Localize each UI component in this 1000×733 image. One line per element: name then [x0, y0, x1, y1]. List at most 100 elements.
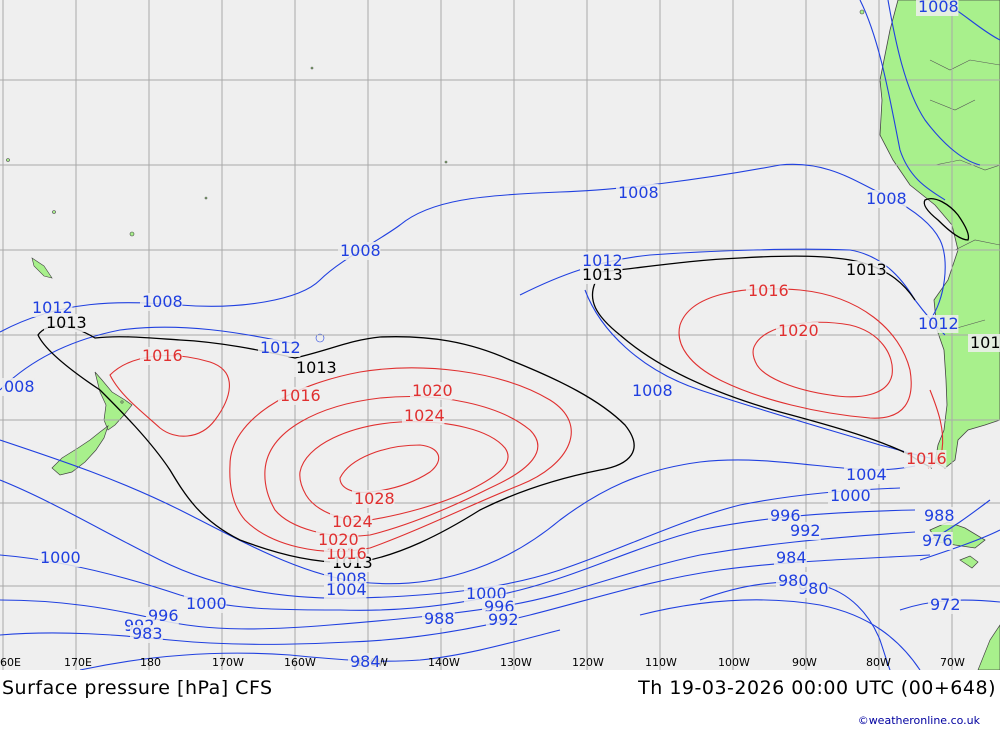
longitude-label: 60E — [0, 656, 21, 669]
isobar-label-background — [2, 378, 35, 396]
isobar-label: 1024 — [404, 406, 445, 425]
isobar-label: 1020 — [412, 381, 453, 400]
isobar-label-background — [184, 595, 227, 613]
isobar-label: 1000 — [830, 486, 871, 505]
longitude-label: 70W — [940, 656, 965, 669]
isobar-label: 992 — [790, 521, 821, 540]
isobar-label-background — [278, 387, 321, 405]
isobar-label-background — [768, 507, 801, 525]
isobar-label-background — [316, 531, 359, 549]
longitude-label: 170E — [64, 656, 92, 669]
antarctic-peninsula — [977, 624, 1000, 670]
isobar-label-background — [140, 293, 183, 311]
isobar-label: 1024 — [332, 512, 373, 531]
isobar-label-background — [746, 282, 789, 300]
isobar-label: 1013 — [296, 358, 337, 377]
isobar-label: 996 — [148, 606, 179, 625]
isobar-label: 984 — [776, 548, 807, 567]
isobar-label: 1012 — [260, 338, 301, 357]
pacific-islands — [6, 9, 865, 404]
isobar-label: 1008 — [340, 241, 381, 260]
isobar-label-background — [330, 513, 373, 531]
isobar-label-background — [864, 190, 907, 208]
pressure-map: 60E170E180170W160W150W140W130W120W110W10… — [0, 0, 1000, 670]
isobar-label: 1008 — [618, 183, 659, 202]
isobar-label-background — [580, 266, 623, 284]
isobar-label-background — [928, 596, 961, 614]
isobar-label: 1013 — [846, 260, 887, 279]
isobar-label-background — [130, 625, 163, 643]
longitude-label: 140W — [428, 656, 460, 669]
isobar-label-background — [844, 261, 887, 279]
isobar-label: 1020 — [318, 530, 359, 549]
longitude-label: 170W — [212, 656, 244, 669]
isobar-label-background — [324, 581, 367, 599]
isobar-label: 1016 — [748, 281, 789, 300]
isobar-label: 1012 — [32, 298, 73, 317]
isobar-label-background — [776, 572, 809, 590]
isobar-label: 1000 — [40, 548, 81, 567]
longitude-label: 80W — [866, 656, 891, 669]
isobar-label: 1004 — [326, 580, 367, 599]
isobar-label-background — [922, 507, 955, 525]
isobar-label-background — [776, 322, 819, 340]
isobar-label-background — [774, 549, 807, 567]
isobar-label-background — [410, 382, 453, 400]
isobar-label: 1016 — [280, 386, 321, 405]
isobar-label: 983 — [132, 624, 163, 643]
longitude-label: 160W — [284, 656, 316, 669]
isobar-label-background — [844, 466, 887, 484]
isobar-label: 980 — [778, 571, 809, 590]
longitude-label: 130W — [500, 656, 532, 669]
valid-time: Th 19-03-2026 00:00 UTC (00+648) — [638, 677, 996, 699]
isobar-label: 984 — [350, 652, 381, 670]
longitude-label: 90W — [792, 656, 817, 669]
isobar-label-background — [422, 610, 455, 628]
isobar-label: 1004 — [846, 465, 887, 484]
longitude-label: 100W — [718, 656, 750, 669]
isobar-label-background — [338, 242, 381, 260]
isobar-label-background — [580, 252, 623, 270]
isobar-label: 1028 — [354, 489, 395, 508]
isobar-label-background — [968, 334, 1000, 352]
isobar-label: 1013 — [46, 313, 87, 332]
isobar-label-background — [788, 522, 821, 540]
isobar-label-background — [352, 490, 395, 508]
isobar-label: 1016 — [906, 449, 947, 468]
isobar-label: 988 — [924, 506, 955, 525]
map-title: Surface pressure [hPa] CFS — [2, 677, 273, 699]
isobar-label: 976 — [922, 531, 953, 550]
isobar-label-background — [324, 545, 367, 563]
longitude-label: 180 — [140, 656, 161, 669]
longitude-label: 110W — [645, 656, 677, 669]
isobar-label: 1008 — [142, 292, 183, 311]
isobar-label-background — [258, 339, 301, 357]
isobar-label-background — [38, 549, 81, 567]
isobar-label-background — [616, 184, 659, 202]
isobar-label: 1016 — [142, 346, 183, 365]
isobar-label-background — [828, 487, 871, 505]
isobar-label: 101 — [970, 333, 1000, 352]
isobar-label: 008 — [4, 377, 35, 396]
isobar-label: 972 — [930, 595, 961, 614]
isobar-label: 996 — [770, 506, 801, 525]
isobar-label-background — [402, 407, 445, 425]
isobar-label: 1000 — [186, 594, 227, 613]
isobar-label: 992 — [488, 610, 519, 629]
falkland-islands — [959, 555, 979, 569]
isobar-label-background — [904, 450, 947, 468]
isobar-label-background — [44, 314, 87, 332]
isobar-label-background — [630, 382, 673, 400]
isobar-label-background — [294, 359, 337, 377]
isobar-label: 988 — [424, 609, 455, 628]
isobar-label-background — [30, 299, 73, 317]
credit-link[interactable]: ©weatheronline.co.uk — [857, 714, 980, 727]
isobar-label-background — [916, 315, 959, 333]
isobar-label: 1012 — [918, 314, 959, 333]
isobar-label: 1008 — [918, 0, 959, 16]
longitude-label: 120W — [572, 656, 604, 669]
isobar-label: 1012 — [582, 251, 623, 270]
isobar-label-background — [486, 611, 519, 629]
isobar-label-background — [140, 347, 183, 365]
